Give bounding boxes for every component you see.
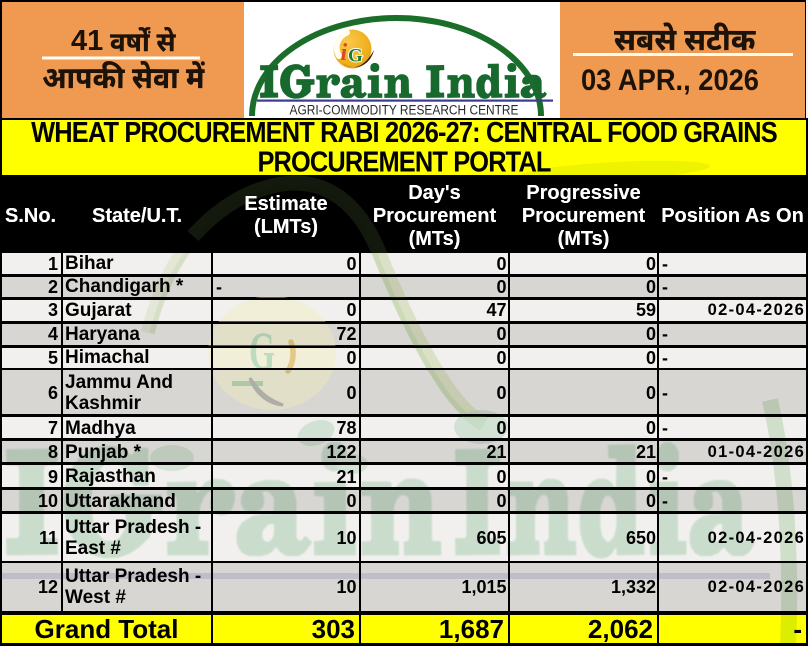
svg-text:AGRI-COMMODITY RESEARCH CENTRE: AGRI-COMMODITY RESEARCH CENTRE (290, 103, 519, 118)
svg-text:03 APR., 2026: 03 APR., 2026 (581, 64, 759, 97)
svg-text:G: G (348, 46, 363, 67)
svg-text:i: i (341, 40, 348, 66)
svg-text:41: 41 (71, 25, 103, 57)
